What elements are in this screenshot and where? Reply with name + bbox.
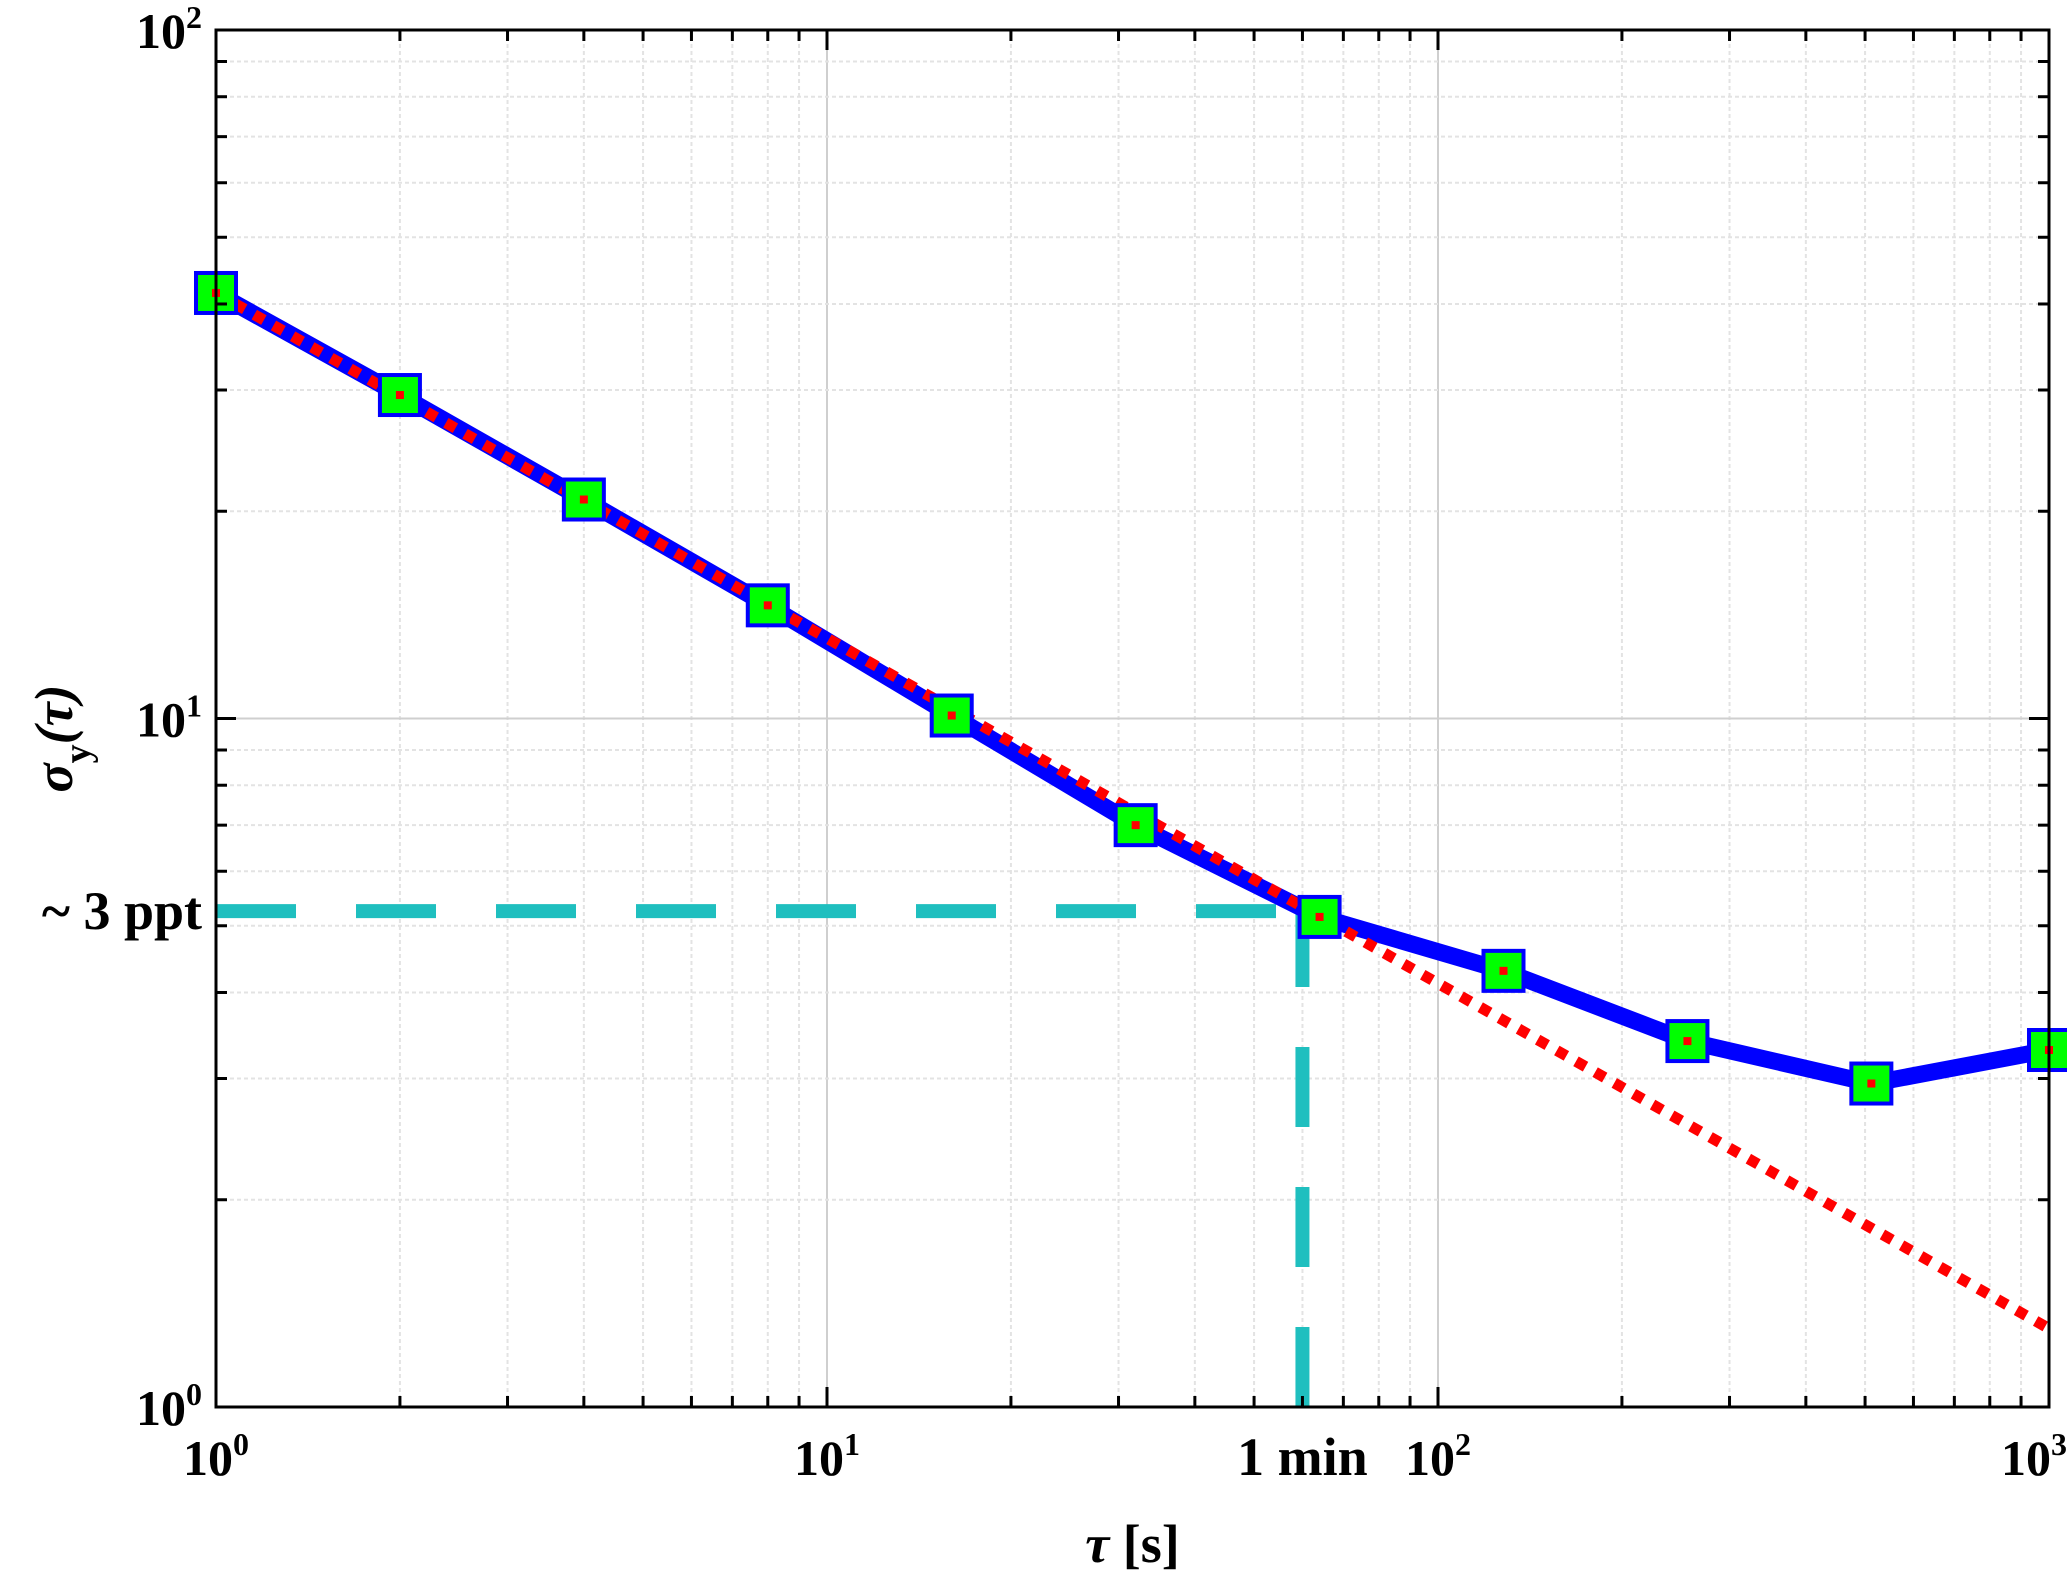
x-tick-labels: 100 101 102 103 — [183, 1426, 2067, 1486]
x-axis-label: τ [s] — [1085, 1514, 1179, 1574]
y-axis-label: σy(τ) — [24, 684, 99, 792]
data-point-center — [1131, 821, 1140, 830]
x-tick-label: 100 — [183, 1426, 249, 1486]
x-tick-label: 103 — [2001, 1426, 2067, 1486]
threshold-value-label: ~ 3 ppt — [42, 881, 202, 941]
one-minute-label: 1 min — [1237, 1427, 1368, 1487]
x-tick-label: 101 — [794, 1426, 860, 1486]
data-point-center — [1499, 966, 1508, 975]
data-point-center — [1867, 1079, 1876, 1088]
axis-labels: τ [s] σy(τ) — [24, 684, 1180, 1574]
axes-frame — [214, 28, 2051, 1409]
data-series — [194, 270, 2067, 1407]
data-point-center — [1683, 1037, 1692, 1046]
data-point-center — [947, 711, 956, 720]
annotations: ~ 3 ppt 1 min — [42, 881, 1368, 1487]
data-point-center — [1315, 912, 1324, 921]
y-tick-label: 102 — [136, 0, 202, 59]
data-point-center — [763, 601, 772, 610]
data-point-center — [395, 391, 404, 400]
y-tick-labels: 100 101 102 — [136, 0, 202, 1436]
y-tick-label: 100 — [136, 1376, 202, 1436]
x-tick-label: 102 — [1405, 1426, 1471, 1486]
data-point-center — [579, 495, 588, 504]
y-tick-label: 101 — [136, 688, 202, 748]
